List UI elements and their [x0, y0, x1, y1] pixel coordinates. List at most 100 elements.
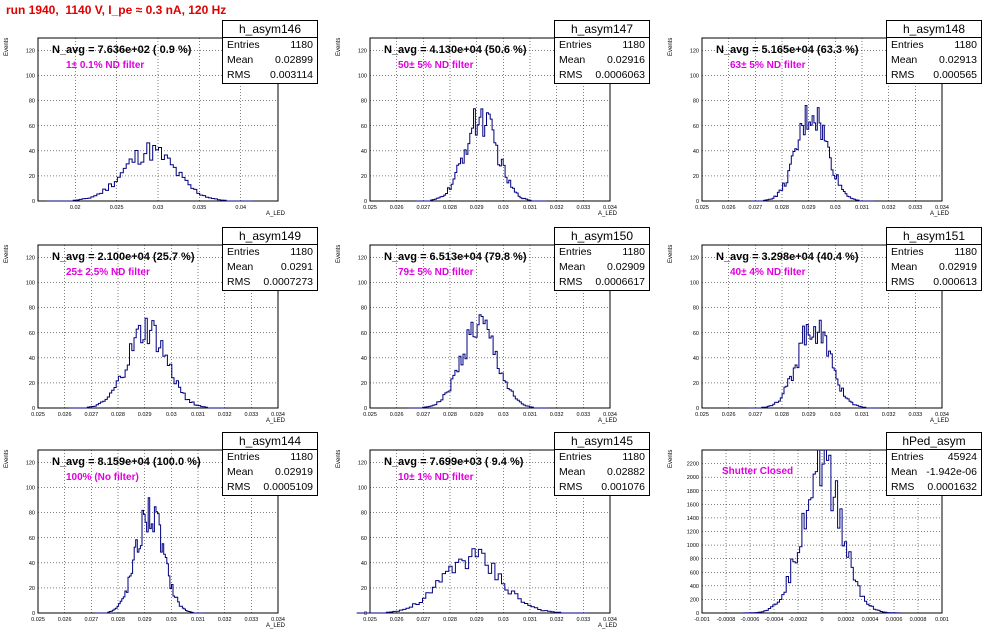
y-tick-label: 120 — [690, 256, 699, 262]
stats-title: h_asym147 — [555, 21, 649, 38]
y-axis-label: Events — [668, 37, 674, 56]
stats-key: Entries — [559, 451, 592, 463]
y-tick-label: 120 — [26, 461, 35, 467]
stats-value: 45924 — [947, 451, 977, 463]
stats-title: h_asym149 — [223, 228, 317, 245]
histogram-plot: 0.025 0.026 0.027 0.028 0.029 0.03 0.031 0.032 0… — [26, 244, 285, 418]
stats-row-mean: Mean 0.0291 — [223, 260, 317, 275]
stats-key: RMS — [891, 481, 915, 493]
stats-key: Mean — [891, 466, 918, 478]
y-tick-label: 20 — [693, 381, 699, 387]
stats-row-mean: Mean 0.02916 — [555, 53, 649, 68]
stats-value: 0.02919 — [275, 466, 313, 478]
histogram-panel-h-asym145: 0.025 0.026 0.027 0.028 0.029 0.03 0.031 0.032 0… — [332, 430, 660, 635]
x-tick-label: -0.0008 — [717, 617, 736, 623]
stats-row-rms: RMS 0.0001632 — [887, 480, 981, 495]
y-tick-label: 0 — [32, 611, 35, 617]
y-tick-label: 80 — [361, 511, 367, 517]
navg-label: N_avg = 2.100e+04 (25.7 %) — [52, 251, 195, 263]
x-tick-label: 0.03 — [166, 412, 177, 418]
y-tick-label: 60 — [361, 331, 367, 337]
stats-row-entries: Entries 1180 — [887, 245, 981, 260]
x-tick-label: 0.026 — [58, 617, 72, 623]
x-tick-label: 0.028 — [775, 205, 789, 211]
y-tick-label: 800 — [690, 557, 699, 563]
y-tick-label: 1800 — [687, 489, 699, 495]
histogram-line — [69, 317, 226, 409]
stats-value: 0.0001632 — [927, 481, 977, 493]
stats-value: 0.02909 — [607, 261, 645, 273]
x-tick-label: 0.028 — [443, 412, 457, 418]
stats-key: Entries — [891, 246, 924, 258]
navg-label: N_avg = 6.513e+04 (79.8 %) — [384, 251, 527, 263]
stats-key: Entries — [559, 246, 592, 258]
stats-key: RMS — [891, 69, 915, 81]
stats-value: 0.0005109 — [263, 481, 313, 493]
y-tick-label: 100 — [358, 486, 367, 492]
y-tick-label: 0 — [696, 406, 699, 412]
y-tick-label: 40 — [29, 149, 35, 155]
histogram-panel-h-asym150: 0.025 0.026 0.027 0.028 0.029 0.03 0.031 0.032 0… — [332, 225, 660, 430]
stats-key: Mean — [891, 261, 918, 273]
histogram-panel-hPed-asym: -0.001 -0.0008 -0.0006 -0.0004 -0.0002 0 0.000… — [664, 430, 992, 635]
stats-key: Mean — [891, 54, 918, 66]
histogram-panel-h-asym151: 0.025 0.026 0.027 0.028 0.029 0.03 0.031 0.032 0… — [664, 225, 992, 430]
filter-label: 1± 0.1% ND filter — [66, 60, 145, 71]
histogram-plot: -0.001 -0.0008 -0.0006 -0.0004 -0.0002 0 0.000… — [687, 449, 949, 623]
histogram-plot: 0.025 0.026 0.027 0.028 0.029 0.03 0.031 0.032 0… — [690, 244, 949, 418]
stats-value: 1180 — [290, 246, 313, 258]
x-tick-label: 0.027 — [416, 412, 430, 418]
navg-label: N_avg = 5.165e+04 (63.3 %) — [716, 44, 859, 56]
y-axis-label: Events — [4, 244, 10, 263]
y-tick-label: 100 — [690, 74, 699, 80]
filter-label: 63± 5% ND filter — [730, 60, 806, 71]
stats-key: Entries — [227, 451, 260, 463]
stats-box: h_asym147 Entries 1180 Mean 0.02916 RMS 0.0006… — [554, 20, 650, 84]
histogram-line — [415, 108, 546, 202]
y-tick-label: 120 — [358, 461, 367, 467]
x-tick-label: 0.025 — [110, 205, 124, 211]
stats-row-mean: Mean 0.02909 — [555, 260, 649, 275]
x-tick-label: 0.027 — [416, 617, 430, 623]
x-axis-label: A_LED — [598, 623, 618, 629]
x-tick-label: 0.031 — [855, 205, 869, 211]
y-tick-label: 100 — [358, 74, 367, 80]
histogram-plot: 0.025 0.026 0.027 0.028 0.029 0.03 0.031 0.032 0… — [356, 449, 617, 623]
x-tick-label: 0.033 — [576, 617, 590, 623]
x-tick-label: 0.027 — [84, 412, 98, 418]
x-tick-label: 0.034 — [271, 617, 285, 623]
navg-label: N_avg = 7.636e+02 ( 0.9 %) — [52, 44, 192, 56]
stats-value: 0.0006063 — [595, 69, 645, 81]
x-tick-label: 0.028 — [111, 412, 125, 418]
x-tick-label: 0.029 — [138, 617, 152, 623]
stats-row-rms: RMS 0.001076 — [555, 480, 649, 495]
stats-value: 0.0007273 — [263, 276, 313, 288]
stats-value: 1180 — [290, 39, 313, 51]
stats-value: 1180 — [622, 246, 645, 258]
x-tick-label: 0.02 — [70, 205, 81, 211]
y-tick-label: 2000 — [687, 475, 699, 481]
stats-box: h_asym151 Entries 1180 Mean 0.02919 RMS 0.0006… — [886, 227, 982, 291]
x-tick-label: 0.027 — [84, 617, 98, 623]
x-tick-label: 0.0002 — [838, 617, 855, 623]
x-tick-label: 0.032 — [218, 617, 232, 623]
y-tick-label: 120 — [26, 256, 35, 262]
y-tick-label: 80 — [29, 511, 35, 517]
filter-label: 25± 2.5% ND filter — [66, 267, 150, 278]
y-tick-label: 80 — [361, 306, 367, 312]
y-axis-label: Events — [336, 449, 342, 468]
stats-key: Mean — [559, 466, 586, 478]
y-tick-label: 1400 — [687, 516, 699, 522]
stats-title: h_asym145 — [555, 433, 649, 450]
x-tick-label: 0.03 — [830, 412, 841, 418]
filter-label: 10± 1% ND filter — [398, 472, 474, 483]
y-tick-label: 40 — [361, 561, 367, 567]
y-tick-label: 120 — [358, 49, 367, 55]
histogram-panel-h-asym144: 0.025 0.026 0.027 0.028 0.029 0.03 0.031 0.032 0… — [0, 430, 328, 635]
histogram-panel-h-asym147: 0.025 0.026 0.027 0.028 0.029 0.03 0.031 0.032 0… — [332, 18, 660, 223]
stats-key: Entries — [559, 39, 592, 51]
stats-row-mean: Mean 0.02913 — [887, 53, 981, 68]
x-tick-label: 0.025 — [31, 412, 45, 418]
x-tick-label: 0.029 — [470, 617, 484, 623]
x-tick-label: 0.034 — [935, 412, 949, 418]
